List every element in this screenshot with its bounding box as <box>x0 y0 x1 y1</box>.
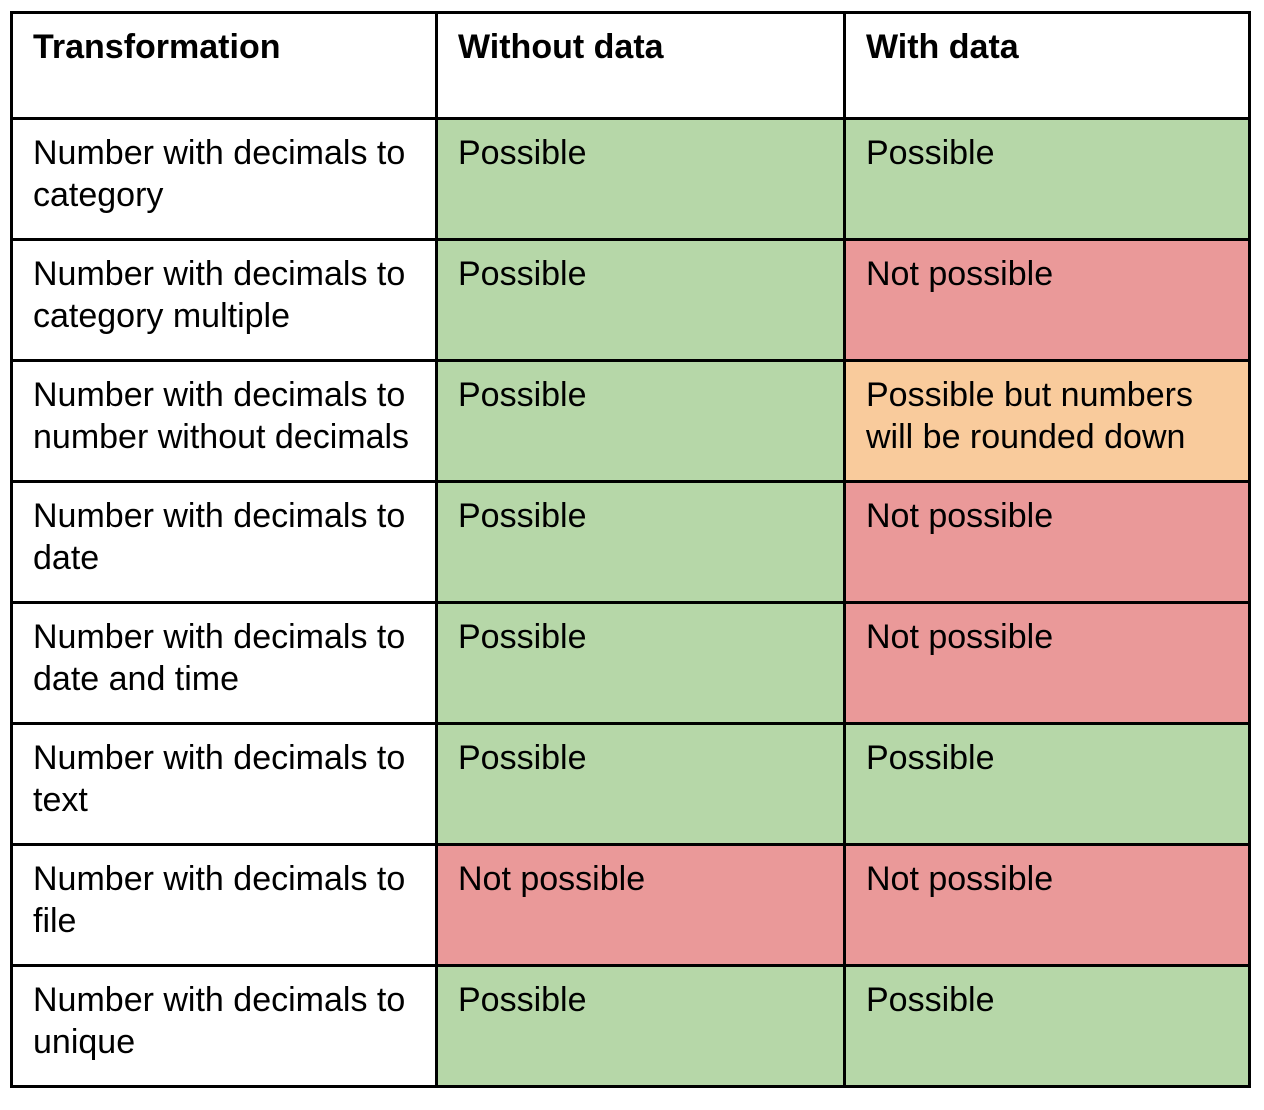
without-data-cell: Possible <box>435 480 846 604</box>
table-row: Number with decimals to file Not possibl… <box>10 843 1251 967</box>
without-data-cell: Not possible <box>435 843 846 967</box>
transformation-cell: Number with decimals to category <box>10 117 438 241</box>
table-header-row: Transformation Without data With data <box>10 11 1251 120</box>
transformation-cell: Number with decimals to file <box>10 843 438 967</box>
without-data-cell: Possible <box>435 359 846 483</box>
table-row: Number with decimals to date Possible No… <box>10 480 1251 604</box>
column-header-transformation: Transformation <box>10 11 438 120</box>
column-header-without-data: Without data <box>435 11 846 120</box>
with-data-cell: Possible <box>843 722 1251 846</box>
transformation-cell: Number with decimals to unique <box>10 964 438 1088</box>
with-data-cell: Possible but numbers will be rounded dow… <box>843 359 1251 483</box>
table-row: Number with decimals to text Possible Po… <box>10 722 1251 846</box>
without-data-cell: Possible <box>435 964 846 1088</box>
with-data-cell: Not possible <box>843 238 1251 362</box>
transformation-cell: Number with decimals to category multipl… <box>10 238 438 362</box>
without-data-cell: Possible <box>435 601 846 725</box>
table-row: Number with decimals to unique Possible … <box>10 964 1251 1088</box>
with-data-cell: Not possible <box>843 480 1251 604</box>
with-data-cell: Possible <box>843 117 1251 241</box>
table-row: Number with decimals to date and time Po… <box>10 601 1251 725</box>
table-row: Number with decimals to category Possibl… <box>10 117 1251 241</box>
table-row: Number with decimals to category multipl… <box>10 238 1251 362</box>
column-header-with-data: With data <box>843 11 1251 120</box>
table-row: Number with decimals to number without d… <box>10 359 1251 483</box>
without-data-cell: Possible <box>435 117 846 241</box>
transformation-cell: Number with decimals to date <box>10 480 438 604</box>
without-data-cell: Possible <box>435 238 846 362</box>
transformation-cell: Number with decimals to date and time <box>10 601 438 725</box>
with-data-cell: Possible <box>843 964 1251 1088</box>
transformation-cell: Number with decimals to number without d… <box>10 359 438 483</box>
with-data-cell: Not possible <box>843 843 1251 967</box>
with-data-cell: Not possible <box>843 601 1251 725</box>
without-data-cell: Possible <box>435 722 846 846</box>
transformation-compatibility-table: Transformation Without data With data Nu… <box>10 11 1251 1088</box>
transformation-cell: Number with decimals to text <box>10 722 438 846</box>
